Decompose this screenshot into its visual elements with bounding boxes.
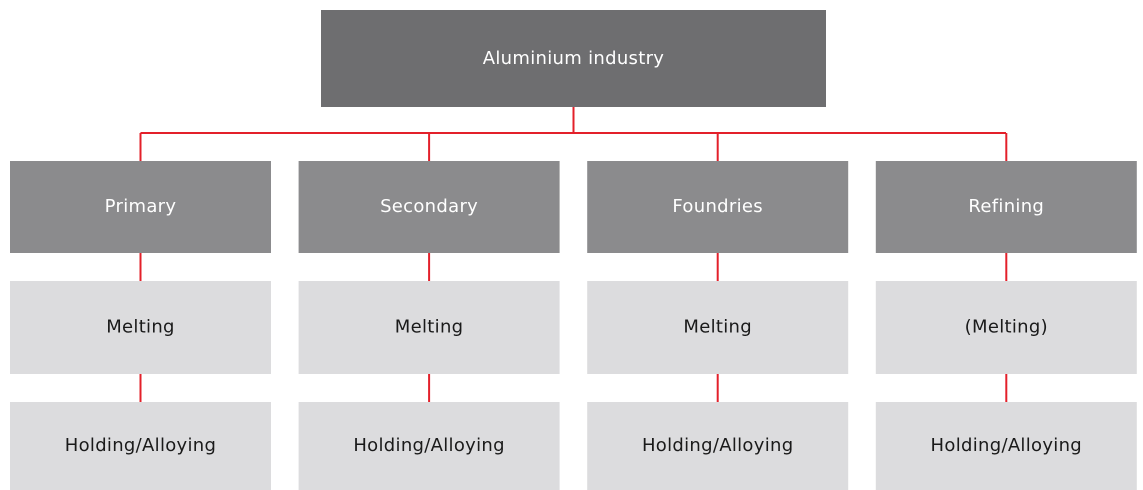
- category-box: [298, 161, 560, 253]
- step-label: Holding/Alloying: [65, 435, 217, 456]
- category-box: [10, 161, 271, 253]
- step-box: [587, 281, 849, 374]
- step-box: [875, 402, 1137, 490]
- root-label: Aluminium industry: [483, 48, 665, 69]
- category-box: [587, 161, 849, 253]
- category-box: [875, 161, 1137, 253]
- step-label: Melting: [106, 317, 175, 338]
- category-label: Foundries: [672, 196, 763, 217]
- step-label: (Melting): [965, 317, 1048, 338]
- category-label: Refining: [968, 196, 1044, 217]
- step-box: [298, 281, 560, 374]
- step-box: [587, 402, 849, 490]
- step-label: Holding/Alloying: [642, 435, 794, 456]
- category-label: Primary: [105, 196, 177, 217]
- step-label: Holding/Alloying: [353, 435, 505, 456]
- step-label: Melting: [683, 317, 752, 338]
- root-box: [321, 10, 826, 107]
- step-label: Melting: [395, 317, 464, 338]
- step-box: [10, 281, 271, 374]
- step-box: [875, 281, 1137, 374]
- step-label: Holding/Alloying: [931, 435, 1083, 456]
- step-box: [10, 402, 271, 490]
- category-label: Secondary: [380, 196, 478, 217]
- step-box: [298, 402, 560, 490]
